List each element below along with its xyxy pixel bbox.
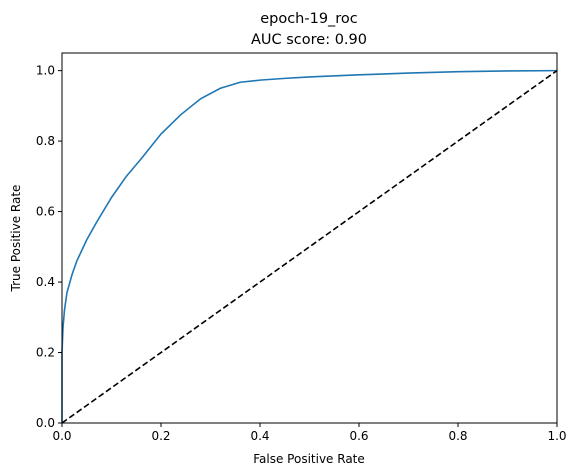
- x-tick-label: 0.0: [52, 429, 71, 443]
- x-tick-label: 0.8: [448, 429, 467, 443]
- chart-subtitle: AUC score: 0.90: [251, 32, 367, 48]
- y-axis: 0.0 0.2 0.4 0.6 0.8 1.0: [36, 64, 62, 430]
- x-tick-label: 0.6: [349, 429, 368, 443]
- roc-curve-line: [61, 69, 558, 423]
- chart-title: epoch-19_roc: [260, 11, 358, 27]
- plot-lines: [61, 69, 558, 424]
- y-tick-label: 0.4: [36, 275, 55, 289]
- x-tick-label: 0.2: [151, 429, 170, 443]
- y-tick-label: 0.2: [36, 346, 55, 360]
- y-tick-label: 1.0: [36, 64, 55, 78]
- x-tick-label: 1.0: [547, 429, 566, 443]
- y-axis-label: True Positive Rate: [9, 185, 23, 293]
- y-tick-label: 0.6: [36, 205, 55, 219]
- x-tick-label: 0.4: [250, 429, 269, 443]
- y-tick-label: 0.0: [36, 416, 55, 430]
- x-axis: 0.0 0.2 0.4 0.6 0.8 1.0: [52, 423, 567, 443]
- x-axis-label: False Positive Rate: [253, 452, 365, 466]
- y-tick-label: 0.8: [36, 134, 55, 148]
- chance-diagonal-line: [61, 69, 558, 424]
- plot-frame: [61, 52, 558, 424]
